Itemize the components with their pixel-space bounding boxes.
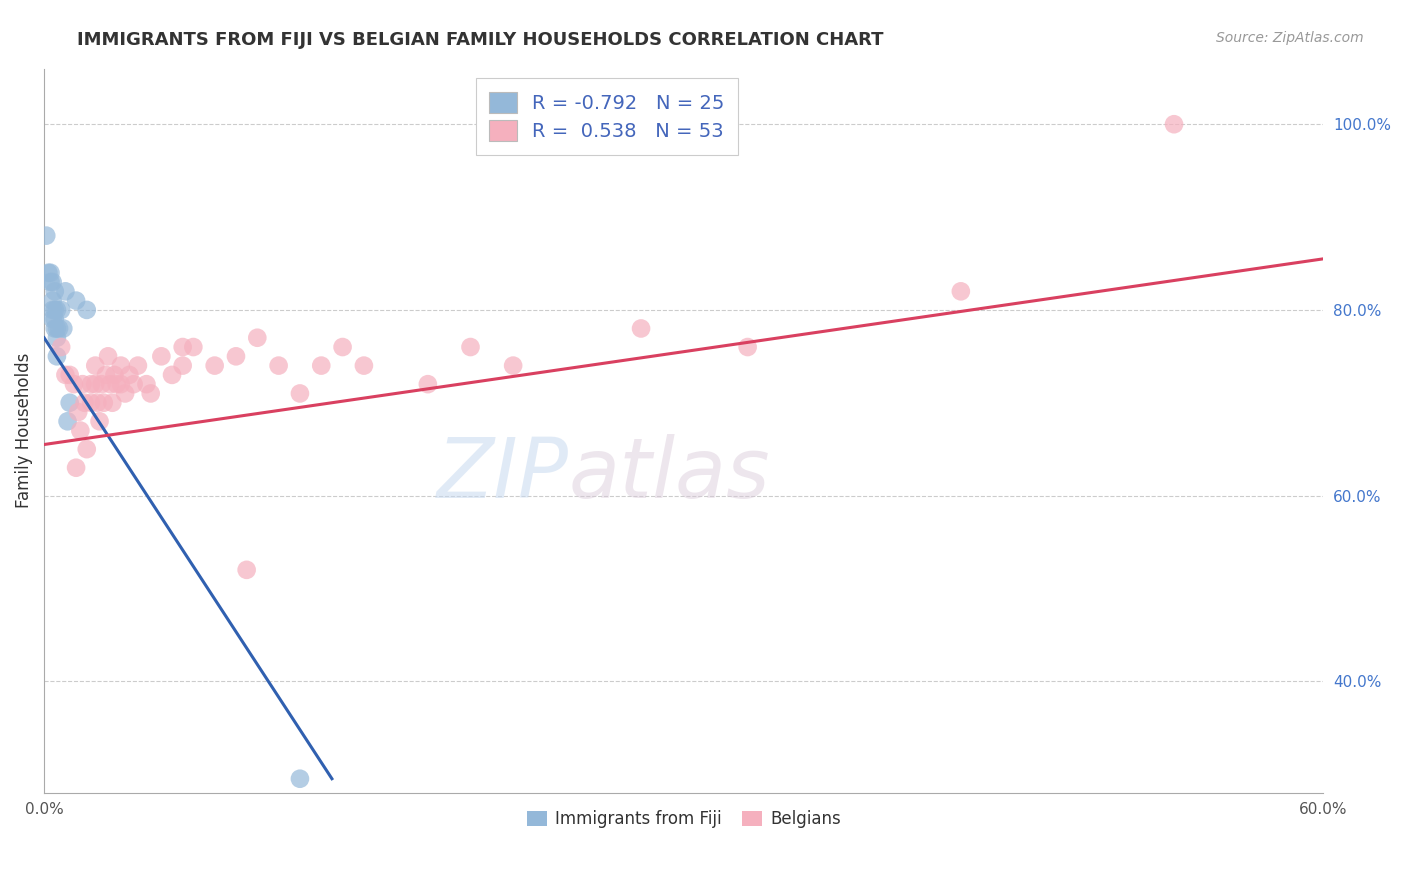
- Point: [51, 340, 73, 354]
- Point: [73, 395, 96, 409]
- Point: [416, 377, 439, 392]
- Point: [122, 377, 145, 392]
- Point: [118, 368, 141, 382]
- Point: [45, 321, 67, 335]
- Point: [52, 321, 75, 335]
- Point: [65, 460, 87, 475]
- Point: [97, 349, 120, 363]
- Point: [63, 377, 86, 392]
- Point: [98, 377, 121, 392]
- Point: [949, 285, 972, 299]
- Point: [737, 340, 759, 354]
- Point: [160, 368, 183, 382]
- Text: Source: ZipAtlas.com: Source: ZipAtlas.com: [1216, 31, 1364, 45]
- Point: [39, 275, 62, 289]
- Point: [172, 340, 194, 354]
- Point: [630, 321, 652, 335]
- Point: [84, 359, 107, 373]
- Point: [105, 377, 128, 392]
- Point: [41, 293, 63, 308]
- Point: [110, 359, 132, 373]
- Point: [59, 368, 82, 382]
- Point: [56, 414, 79, 428]
- Point: [76, 442, 98, 457]
- Point: [44, 285, 66, 299]
- Point: [235, 563, 257, 577]
- Point: [150, 349, 173, 363]
- Point: [86, 395, 108, 409]
- Point: [460, 340, 482, 354]
- Point: [55, 285, 77, 299]
- Point: [135, 377, 157, 392]
- Point: [72, 377, 94, 392]
- Point: [80, 377, 103, 392]
- Point: [1163, 117, 1185, 131]
- Point: [110, 377, 132, 392]
- Text: atlas: atlas: [568, 434, 770, 515]
- Point: [288, 386, 311, 401]
- Point: [114, 386, 136, 401]
- Y-axis label: Family Households: Family Households: [15, 353, 32, 508]
- Point: [172, 359, 194, 373]
- Point: [44, 321, 66, 335]
- Point: [502, 359, 524, 373]
- Point: [353, 359, 375, 373]
- Point: [204, 359, 226, 373]
- Point: [80, 395, 103, 409]
- Point: [37, 266, 59, 280]
- Point: [332, 340, 354, 354]
- Legend: Immigrants from Fiji, Belgians: Immigrants from Fiji, Belgians: [520, 804, 848, 835]
- Point: [76, 302, 98, 317]
- Point: [89, 414, 111, 428]
- Point: [45, 349, 67, 363]
- Point: [67, 405, 90, 419]
- Point: [48, 321, 70, 335]
- Point: [45, 331, 67, 345]
- Point: [225, 349, 247, 363]
- Point: [127, 359, 149, 373]
- Point: [183, 340, 205, 354]
- Point: [41, 275, 63, 289]
- Point: [39, 266, 62, 280]
- Point: [246, 331, 269, 345]
- Point: [101, 395, 124, 409]
- Point: [45, 302, 67, 317]
- Point: [103, 368, 125, 382]
- Point: [267, 359, 290, 373]
- Point: [51, 302, 73, 317]
- Point: [41, 302, 63, 317]
- Point: [139, 386, 162, 401]
- Text: ZIP: ZIP: [437, 434, 568, 515]
- Point: [69, 424, 91, 438]
- Point: [44, 302, 66, 317]
- Point: [65, 293, 87, 308]
- Point: [288, 772, 311, 786]
- Point: [90, 377, 112, 392]
- Point: [93, 395, 115, 409]
- Point: [35, 228, 58, 243]
- Point: [94, 368, 117, 382]
- Point: [59, 395, 82, 409]
- Point: [44, 312, 66, 326]
- Point: [309, 359, 332, 373]
- Text: IMMIGRANTS FROM FIJI VS BELGIAN FAMILY HOUSEHOLDS CORRELATION CHART: IMMIGRANTS FROM FIJI VS BELGIAN FAMILY H…: [77, 31, 884, 49]
- Point: [41, 312, 63, 326]
- Point: [55, 368, 77, 382]
- Point: [84, 377, 107, 392]
